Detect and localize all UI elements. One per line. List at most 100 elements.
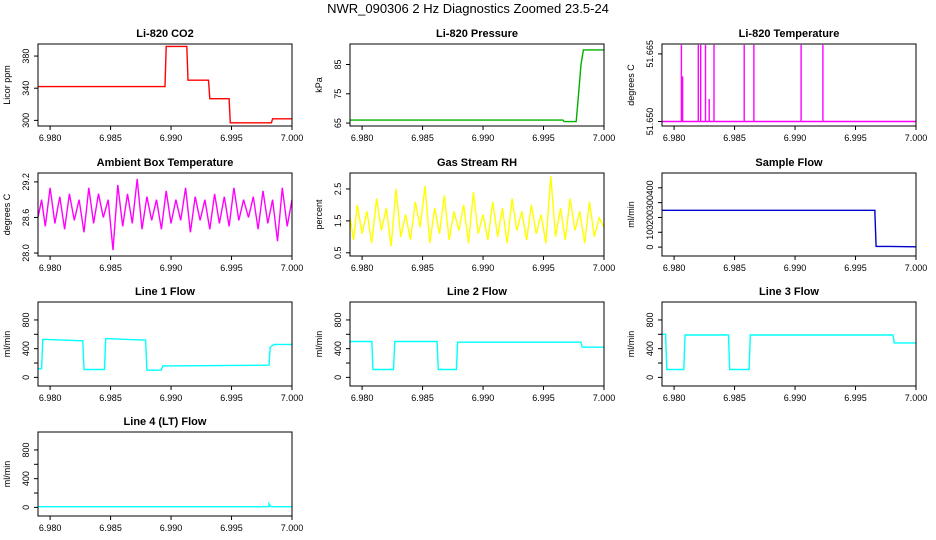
y-axis-label: percent [314, 199, 324, 230]
panel-title: Li-820 Temperature [739, 28, 840, 40]
plot-frame [37, 43, 293, 127]
y-tick-label: 29.2 [21, 173, 31, 191]
x-tick-label: 6.980 [351, 393, 374, 403]
y-tick-label: 0 [21, 505, 31, 510]
plot-frame [349, 301, 605, 387]
y-tick-label: 800 [645, 312, 655, 327]
y-tick-label: 400 [21, 341, 31, 356]
x-tick-label: 6.995 [220, 263, 243, 273]
y-axis-label: Licor ppm [2, 65, 12, 105]
y-tick-label: 0 [645, 375, 655, 380]
plot-frame [661, 172, 917, 257]
data-series-line [662, 44, 916, 123]
x-tick-label: 6.985 [411, 393, 434, 403]
x-tick-label: 7.000 [905, 393, 928, 403]
y-tick-label: 300 [21, 113, 31, 128]
panel-4: Ambient Box Temperature degrees C 6.980 6.9… [2, 157, 303, 273]
y-tick-label: 51.665 [645, 40, 655, 68]
panel-7: Line 1 Flow ml/min 6.980 6.985 6.990 6.995 7.0… [2, 286, 303, 403]
x-tick-label: 6.990 [784, 263, 807, 273]
panel-title: Line 2 Flow [447, 286, 507, 298]
x-tick-label: 6.985 [99, 133, 122, 143]
y-tick-label: 340 [21, 81, 31, 96]
y-axis-label: degrees C [626, 64, 636, 106]
y-tick-label: 400 [333, 341, 343, 356]
panel-10: Line 4 (LT) Flow ml/min 6.980 6.985 6.990 6.9… [2, 416, 303, 533]
panel-3: Li-820 Temperature degrees C 6.980 6.985 6.9… [626, 28, 927, 143]
y-axis-label: ml/min [626, 201, 636, 228]
y-tick-label: 51.650 [645, 108, 655, 136]
y-axis-label: ml/min [626, 331, 636, 358]
x-tick-label: 6.985 [99, 263, 122, 273]
y-tick-label: 0 [333, 375, 343, 380]
plot-frame [661, 43, 917, 127]
page-title: NWR_090306 2 Hz Diagnostics Zoomed 23.5-… [327, 1, 609, 16]
panel-title: Ambient Box Temperature [97, 157, 234, 169]
data-series-line [349, 176, 605, 247]
y-axis-label: ml/min [2, 331, 12, 358]
x-tick-label: 6.985 [411, 263, 434, 273]
x-tick-label: 6.995 [844, 133, 867, 143]
x-tick-label: 6.990 [784, 133, 807, 143]
y-tick-label: 1.5 [333, 215, 343, 228]
panel-2: Li-820 Pressure kPa 6.980 6.985 6.990 6.995 7.… [314, 28, 615, 143]
data-series-line [350, 49, 604, 123]
x-tick-label: 6.985 [723, 393, 746, 403]
x-tick-label: 6.980 [39, 263, 62, 273]
y-tick-label: 800 [21, 312, 31, 327]
x-tick-label: 6.980 [39, 523, 62, 533]
plot-frame [37, 301, 293, 387]
x-tick-label: 6.985 [99, 523, 122, 533]
x-tick-label: 6.985 [99, 393, 122, 403]
y-tick-label: 400 [645, 180, 655, 195]
data-series-line [662, 333, 916, 371]
y-tick-label: 65 [333, 118, 343, 128]
x-tick-label: 6.980 [39, 133, 62, 143]
y-tick-label: 85 [333, 59, 343, 69]
x-tick-label: 7.000 [905, 133, 928, 143]
y-tick-label: 800 [333, 312, 343, 327]
x-tick-label: 6.990 [472, 393, 495, 403]
x-tick-label: 7.000 [281, 263, 304, 273]
y-tick-label: 380 [21, 49, 31, 64]
y-tick-label: 75 [333, 89, 343, 99]
panel-title: Li-820 CO2 [136, 28, 193, 40]
x-tick-label: 7.000 [593, 393, 616, 403]
plot-frame [661, 301, 917, 387]
x-tick-label: 6.995 [532, 393, 555, 403]
y-tick-label: 28.6 [21, 209, 31, 227]
x-tick-label: 6.990 [472, 263, 495, 273]
x-tick-label: 6.995 [532, 263, 555, 273]
panel-6: Sample Flow ml/min 6.980 6.985 6.990 6.995 7.0… [626, 157, 927, 273]
y-tick-label: 200 [645, 210, 655, 225]
x-tick-label: 7.000 [593, 133, 616, 143]
x-tick-label: 6.995 [220, 393, 243, 403]
x-tick-label: 6.990 [160, 263, 183, 273]
x-tick-label: 7.000 [593, 263, 616, 273]
data-series-line [38, 45, 292, 124]
x-tick-label: 6.980 [663, 393, 686, 403]
x-tick-label: 6.990 [472, 133, 495, 143]
data-series-line [662, 209, 917, 248]
y-tick-label: 400 [21, 471, 31, 486]
x-tick-label: 6.985 [723, 133, 746, 143]
y-tick-label: 28.0 [21, 244, 31, 262]
y-tick-label: 400 [645, 341, 655, 356]
plot-frame [37, 172, 293, 257]
y-tick-label: 0 [21, 375, 31, 380]
y-tick-label: 300 [645, 195, 655, 210]
y-axis-label: ml/min [314, 331, 324, 358]
panel-1: Li-820 CO2 Licor ppm 6.980 6.985 6.990 6.995 7… [2, 28, 303, 143]
x-tick-label: 6.990 [160, 133, 183, 143]
plot-frame [37, 431, 293, 517]
y-tick-label: 100 [645, 225, 655, 240]
panel-9: Line 3 Flow ml/min 6.980 6.985 6.990 6.995 7.0… [626, 286, 927, 403]
plot-frame [349, 172, 605, 257]
x-tick-label: 6.995 [220, 523, 243, 533]
panel-title: Line 4 (LT) Flow [124, 416, 207, 428]
x-tick-label: 6.995 [532, 133, 555, 143]
y-tick-label: 2.5 [333, 183, 343, 196]
y-tick-label: 0 [645, 245, 655, 250]
panel-5: Gas Stream RH percent 6.980 6.985 6.990 6.995… [314, 157, 615, 273]
